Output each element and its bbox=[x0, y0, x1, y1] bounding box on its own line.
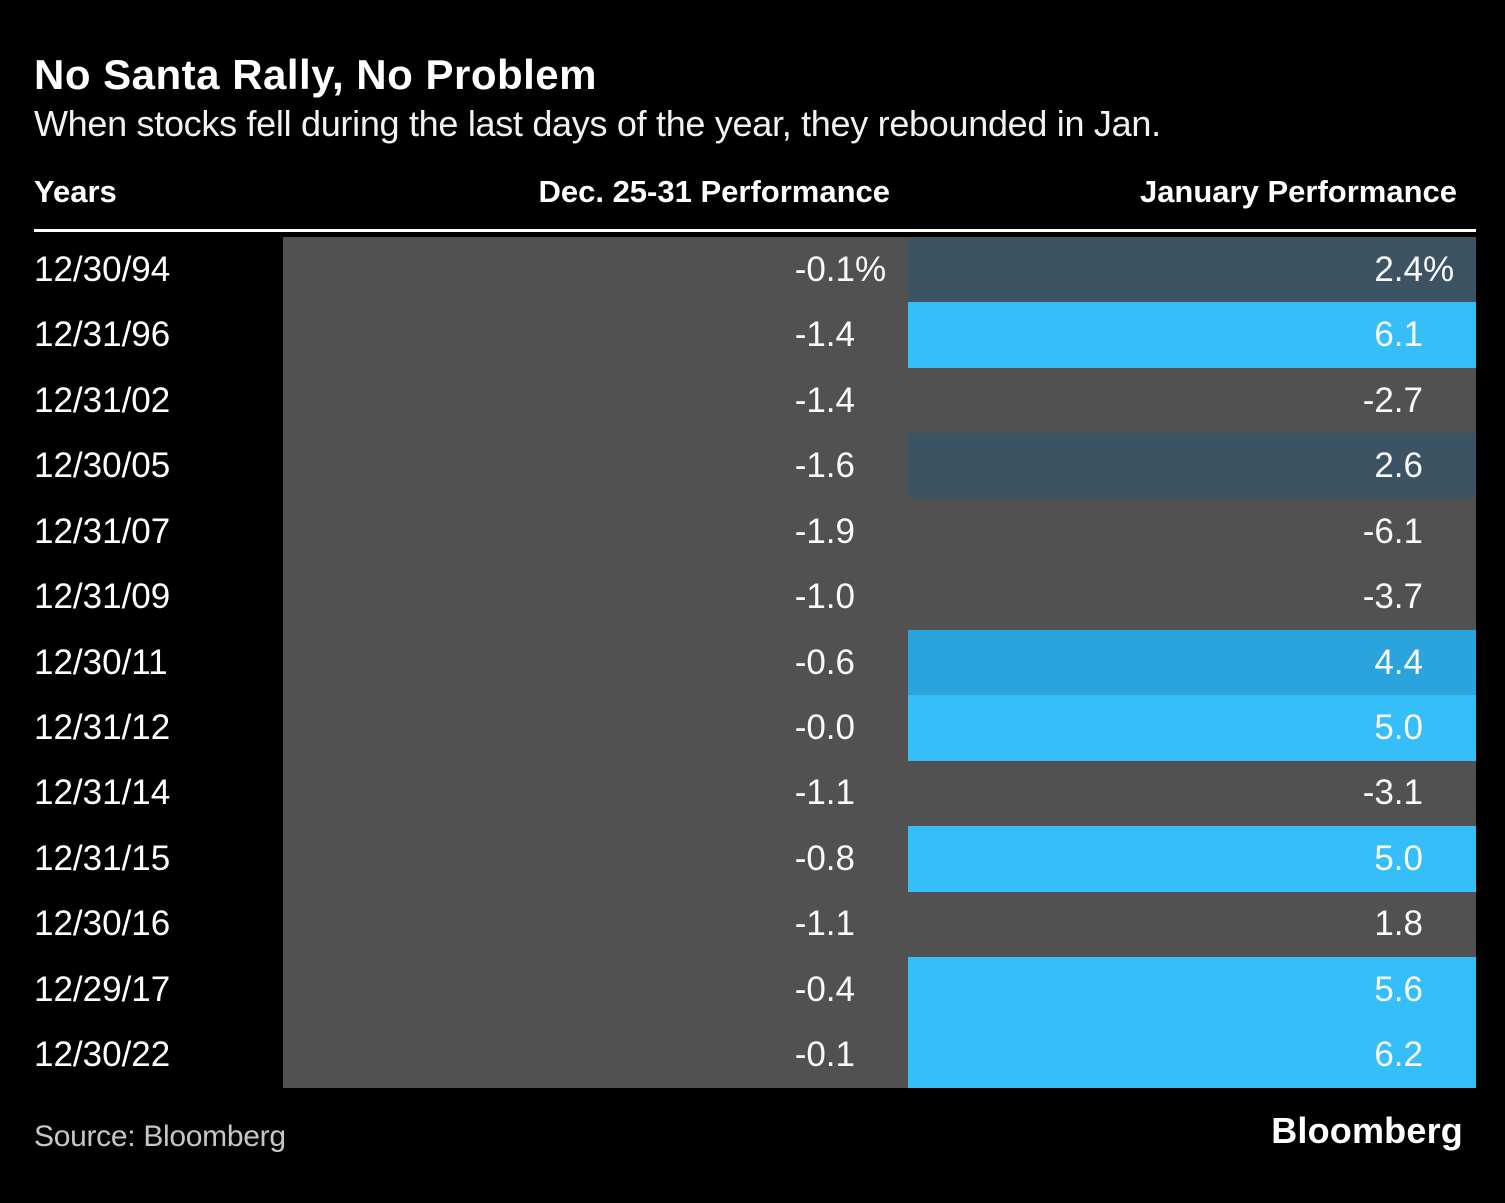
header-rule bbox=[34, 229, 1476, 232]
table-row: 12/30/22 -0.1 6.2 bbox=[0, 1022, 1505, 1089]
dec-performance-bar: -0.1% bbox=[283, 237, 908, 303]
dec-performance-value: -0.8 bbox=[794, 838, 855, 878]
january-performance-value: -2.7 bbox=[1362, 380, 1423, 420]
table-row: 12/31/96 -1.4 6.1 bbox=[0, 302, 1505, 368]
row-date-label: 12/30/22 bbox=[34, 1035, 171, 1075]
january-performance-value: 5.6 bbox=[1374, 969, 1423, 1009]
row-date-label: 12/31/14 bbox=[34, 773, 171, 813]
dec-performance-value: -0.6 bbox=[794, 642, 855, 682]
table-row: 12/30/16 -1.1 1.8 bbox=[0, 891, 1505, 958]
dec-performance-bar: -1.0 bbox=[283, 564, 908, 630]
dec-performance-value: -1.4 bbox=[794, 380, 855, 420]
table-row: 12/31/02 -1.4 -2.7 bbox=[0, 367, 1505, 434]
table-row: 12/30/05 -1.6 2.6 bbox=[0, 433, 1505, 499]
january-performance-bar: 6.2 bbox=[908, 1022, 1476, 1089]
dec-performance-bar: -0.6 bbox=[283, 629, 908, 696]
january-performance-bar: 5.6 bbox=[908, 957, 1476, 1023]
table-header: Years Dec. 25-31 Performance January Per… bbox=[0, 172, 1505, 212]
dec-performance-bar: -0.8 bbox=[283, 826, 908, 892]
source-label: Source: Bloomberg bbox=[34, 1120, 286, 1153]
dec-performance-bar: -1.1 bbox=[283, 760, 908, 827]
row-date-label: 12/29/17 bbox=[34, 969, 171, 1009]
table-row: 12/30/94 -0.1% 2.4% bbox=[0, 237, 1505, 303]
dec-performance-bar: -1.4 bbox=[283, 367, 908, 434]
january-performance-value: 1.8 bbox=[1374, 904, 1423, 944]
chart-title: No Santa Rally, No Problem bbox=[34, 51, 597, 98]
dec-performance-bar: -1.4 bbox=[283, 302, 908, 368]
dec-performance-bar: -0.1 bbox=[283, 1022, 908, 1089]
january-performance-value: 2.4 bbox=[1374, 249, 1423, 289]
january-performance-value: -3.7 bbox=[1362, 577, 1423, 617]
dec-performance-bar: -0.0 bbox=[283, 695, 908, 761]
row-date-label: 12/31/15 bbox=[34, 838, 171, 878]
table-row: 12/30/11 -0.6 4.4 bbox=[0, 629, 1505, 696]
bloomberg-logo: Bloomberg bbox=[1271, 1110, 1463, 1151]
dec-performance-value: -0.1 bbox=[794, 1035, 855, 1075]
table-row: 12/29/17 -0.4 5.6 bbox=[0, 957, 1505, 1023]
table-row: 12/31/12 -0.0 5.0 bbox=[0, 695, 1505, 761]
row-date-label: 12/31/09 bbox=[34, 577, 171, 617]
january-performance-bar: 2.4% bbox=[908, 237, 1476, 303]
row-date-label: 12/31/07 bbox=[34, 511, 171, 551]
dec-performance-bar: -1.9 bbox=[283, 498, 908, 565]
january-performance-value: -6.1 bbox=[1362, 511, 1423, 551]
row-date-label: 12/30/11 bbox=[34, 642, 168, 682]
chart-subtitle: When stocks fell during the last days of… bbox=[34, 103, 1161, 144]
january-performance-bar: -2.7 bbox=[908, 367, 1476, 434]
dec-performance-value: -1.0 bbox=[794, 577, 855, 617]
dec-performance-bar: -1.6 bbox=[283, 433, 908, 499]
january-performance-bar: 1.8 bbox=[908, 891, 1476, 958]
column-header-years: Years bbox=[34, 174, 117, 209]
january-performance-bar: -3.1 bbox=[908, 760, 1476, 827]
dec-performance-value: -0.4 bbox=[794, 969, 855, 1009]
january-performance-value: -3.1 bbox=[1362, 773, 1423, 813]
january-performance-value: 5.0 bbox=[1374, 708, 1423, 748]
january-performance-bar: -6.1 bbox=[908, 498, 1476, 565]
table-row: 12/31/07 -1.9 -6.1 bbox=[0, 498, 1505, 565]
dec-performance-value: -1.6 bbox=[794, 446, 855, 486]
dec-performance-value: -0.1 bbox=[794, 249, 855, 289]
dec-performance-value: -1.9 bbox=[794, 511, 855, 551]
january-performance-bar: 5.0 bbox=[908, 695, 1476, 761]
january-performance-value: 4.4 bbox=[1374, 642, 1423, 682]
january-performance-value: 5.0 bbox=[1374, 838, 1423, 878]
january-performance-bar: 5.0 bbox=[908, 826, 1476, 892]
table-row: 12/31/15 -0.8 5.0 bbox=[0, 826, 1505, 892]
column-header-january-performance: January Performance bbox=[1139, 174, 1457, 209]
row-date-label: 12/30/16 bbox=[34, 904, 171, 944]
row-date-label: 12/30/05 bbox=[34, 446, 171, 486]
january-performance-value: 2.6 bbox=[1374, 446, 1423, 486]
january-performance-bar: 6.1 bbox=[908, 302, 1476, 368]
row-date-label: 12/30/94 bbox=[34, 249, 171, 289]
january-performance-bar: -3.7 bbox=[908, 564, 1476, 630]
dec-performance-value: -1.1 bbox=[794, 773, 855, 813]
table-row: 12/31/14 -1.1 -3.1 bbox=[0, 760, 1505, 827]
dec-performance-value: -0.0 bbox=[794, 708, 855, 748]
dec-performance-value: -1.1 bbox=[794, 904, 855, 944]
table-row: 12/31/09 -1.0 -3.7 bbox=[0, 564, 1505, 630]
january-performance-value: 6.1 bbox=[1374, 315, 1423, 355]
performance-table: 12/30/94 -0.1% 2.4% 12/31/96 -1.4 6.1 12… bbox=[0, 237, 1505, 1089]
dec-performance-value: -1.4 bbox=[794, 315, 855, 355]
january-performance-value: 6.2 bbox=[1374, 1035, 1423, 1075]
dec-performance-bar: -1.1 bbox=[283, 891, 908, 958]
january-performance-bar: 2.6 bbox=[908, 433, 1476, 499]
row-date-label: 12/31/96 bbox=[34, 315, 171, 355]
row-date-label: 12/31/02 bbox=[34, 380, 171, 420]
column-header-dec-performance: Dec. 25-31 Performance bbox=[538, 174, 890, 209]
row-date-label: 12/31/12 bbox=[34, 708, 171, 748]
dec-performance-bar: -0.4 bbox=[283, 957, 908, 1023]
january-performance-bar: 4.4 bbox=[908, 629, 1476, 696]
